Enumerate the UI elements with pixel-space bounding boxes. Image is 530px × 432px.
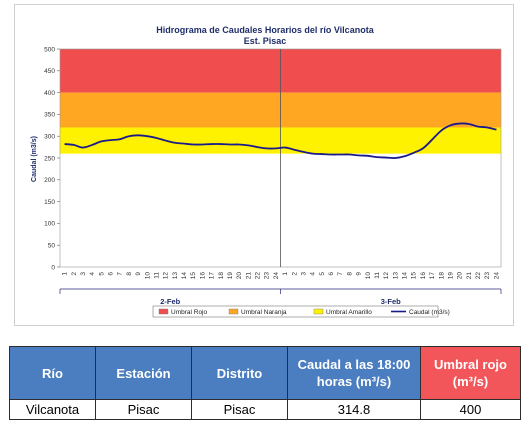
day-label: 3-Feb [381, 297, 401, 306]
x-tick-label: 22 [475, 272, 482, 280]
x-tick-label: 9 [356, 272, 363, 276]
y-tick-label: 350 [44, 112, 55, 119]
x-tick-label: 8 [126, 272, 133, 276]
header-rio: Río [9, 346, 96, 400]
x-tick-label: 23 [264, 272, 271, 280]
chart-subtitle: Est. Pisac [244, 36, 287, 46]
x-tick-label: 1 [62, 272, 69, 276]
chart-title: Hidrograma de Caudales Horarios del río … [156, 25, 374, 35]
header-umbral-rojo: Umbral rojo (m³/s) [420, 346, 521, 400]
y-tick-label: 450 [44, 68, 55, 75]
table-row: Vilcanota Pisac Pisac 314.8 400 [9, 399, 521, 420]
x-tick-label: 12 [163, 272, 170, 280]
day-label: 2-Feb [160, 297, 180, 306]
x-tick-label: 17 [429, 272, 436, 280]
x-tick-label: 15 [190, 272, 197, 280]
x-tick-label: 10 [365, 272, 372, 280]
x-tick-label: 19 [447, 272, 454, 280]
x-tick-label: 4 [310, 272, 317, 276]
x-tick-label: 7 [117, 272, 124, 276]
x-tick-label: 18 [218, 272, 225, 280]
y-tick-label: 400 [44, 90, 55, 97]
x-tick-label: 18 [438, 272, 445, 280]
x-tick-label: 13 [172, 272, 179, 280]
x-tick-label: 5 [98, 272, 105, 276]
x-tick-label: 8 [346, 272, 353, 276]
x-tick-label: 1 [282, 272, 289, 276]
x-tick-label: 20 [457, 272, 464, 280]
hydrograph-chart: Hidrograma de Caudales Horarios del río … [14, 4, 514, 326]
y-tick-label: 250 [44, 155, 55, 162]
y-tick-label: 50 [48, 243, 56, 250]
y-tick-label: 150 [44, 199, 55, 206]
y-tick-label: 100 [44, 221, 55, 228]
x-tick-label: 19 [227, 272, 234, 280]
legend-label: Umbral Amarillo [326, 309, 372, 316]
x-tick-label: 4 [89, 272, 96, 276]
x-tick-label: 14 [402, 272, 409, 280]
x-tick-label: 10 [144, 272, 151, 280]
x-tick-label: 14 [181, 272, 188, 280]
legend-swatch [313, 308, 324, 315]
legend-swatch [158, 308, 169, 315]
x-tick-label: 13 [392, 272, 399, 280]
y-tick-label: 200 [44, 177, 55, 184]
x-tick-label: 11 [153, 272, 160, 279]
x-tick-label: 17 [209, 272, 216, 280]
series-line-caudal [64, 122, 497, 159]
x-tick-label: 6 [328, 272, 335, 276]
x-tick-label: 21 [466, 272, 473, 280]
table-header-row: Río Estación Distrito Caudal a las 18:00… [9, 346, 521, 400]
x-tick-label: 9 [135, 272, 142, 276]
chart-svg: Hidrograma de Caudales Horarios del río … [31, 25, 502, 318]
x-tick-label: 16 [420, 272, 427, 280]
header-caudal: Caudal a las 18:00 horas (m³/s) [287, 346, 421, 400]
legend-label: Umbral Naranja [241, 309, 287, 316]
x-tick-label: 7 [337, 272, 344, 276]
x-tick-label: 23 [484, 272, 491, 280]
x-tick-label: 5 [319, 272, 326, 276]
legend-label: Caudal (m3/s) [409, 309, 450, 316]
y-tick-label: 300 [44, 134, 55, 141]
cell-caudal: 314.8 [287, 399, 421, 420]
legend-swatch [228, 308, 239, 315]
x-tick-label: 12 [383, 272, 390, 280]
x-tick-label: 15 [411, 272, 418, 280]
x-tick-label: 2 [71, 272, 78, 276]
x-tick-label: 21 [245, 272, 252, 280]
x-tick-label: 24 [493, 272, 500, 280]
cell-distrito: Pisac [191, 399, 288, 420]
cell-estacion: Pisac [95, 399, 192, 420]
x-tick-label: 2 [291, 272, 298, 276]
legend-label: Umbral Rojo [171, 309, 208, 316]
legend-box [152, 305, 439, 318]
x-tick-label: 24 [273, 272, 280, 280]
x-tick-label: 20 [236, 272, 243, 280]
cell-umbral-rojo: 400 [420, 399, 521, 420]
y-tick-label: 0 [51, 264, 55, 271]
header-estacion: Estación [95, 346, 192, 400]
x-tick-label: 3 [80, 272, 87, 276]
x-tick-label: 22 [255, 272, 262, 280]
header-distrito: Distrito [191, 346, 288, 400]
cell-rio: Vilcanota [9, 399, 96, 420]
station-table: Río Estación Distrito Caudal a las 18:00… [9, 346, 521, 420]
y-axis-label: Caudal (m3/s) [31, 136, 38, 182]
y-tick-label: 500 [44, 46, 55, 53]
x-tick-label: 6 [108, 272, 115, 276]
x-tick-label: 3 [300, 272, 307, 276]
x-tick-label: 11 [374, 272, 381, 279]
x-tick-label: 16 [199, 272, 206, 280]
